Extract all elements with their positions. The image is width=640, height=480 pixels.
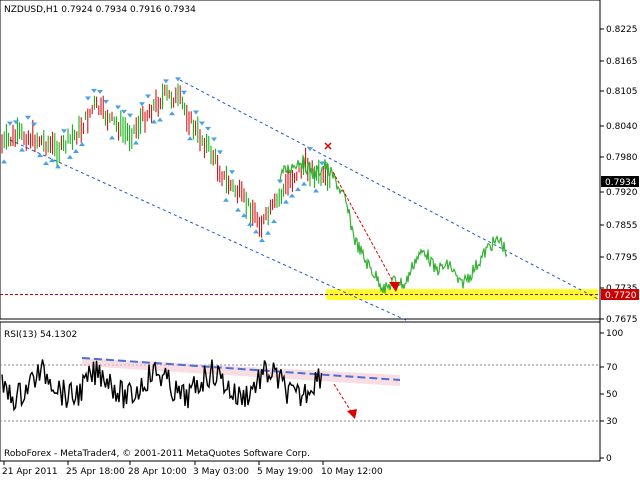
- fractal-icon: [175, 77, 181, 82]
- forecast-arrow: [332, 171, 397, 288]
- time-label: 5 May 19:00: [257, 467, 313, 477]
- rsi-arrow: [333, 383, 353, 414]
- svg-text:0.7934: 0.7934: [605, 178, 637, 188]
- fractal-icon: [157, 117, 163, 122]
- price-tick: 0.8165: [606, 57, 638, 67]
- rsi-arrow-head-icon: [347, 409, 357, 419]
- fractal-icon: [109, 135, 115, 140]
- rsi-tick: 30: [606, 417, 618, 427]
- fractal-icon: [13, 120, 19, 125]
- fractal-icon: [271, 219, 277, 224]
- fractal-icon: [301, 181, 307, 186]
- fractal-icon: [163, 79, 169, 84]
- fractal-icon: [73, 148, 79, 153]
- fractal-icon: [235, 207, 241, 212]
- fractal-icon: [313, 188, 319, 193]
- fractal-icon: [241, 213, 247, 218]
- fractal-icon: [253, 229, 259, 234]
- price-axis: 0.8225 0.8165 0.8105 0.8040 0.7980 0.7920 0.78…: [600, 25, 638, 325]
- fractal-icon: [7, 121, 13, 126]
- forecast-line: [279, 153, 508, 294]
- channel-lower-line: [9, 139, 411, 323]
- rsi-axis: 100 70 50 30 0: [600, 329, 623, 464]
- fractal-icon: [133, 140, 139, 145]
- fractal-icon: [205, 126, 211, 131]
- fractal-icon: [223, 197, 229, 202]
- fractal-icon: [181, 90, 187, 95]
- fractal-markers: [1, 77, 325, 243]
- fractal-icon: [55, 164, 61, 169]
- rsi-tick: 100: [606, 329, 623, 339]
- price-tick: 0.7980: [606, 153, 638, 163]
- fractal-icon: [217, 150, 223, 155]
- copyright: RoboForex - MetaTrader4, © 2001-2011 Met…: [4, 449, 310, 459]
- fractal-icon: [91, 88, 97, 93]
- time-label: 25 Apr 18:00: [66, 467, 125, 477]
- fractal-icon: [229, 170, 235, 175]
- fractal-icon: [289, 193, 295, 198]
- fractal-icon: [283, 199, 289, 204]
- channel-upper-line: [179, 79, 601, 301]
- fractal-icon: [265, 230, 271, 235]
- fractal-icon: [37, 153, 43, 158]
- fractal-icon: [139, 102, 145, 107]
- price-panel[interactable]: [0, 0, 601, 320]
- fractal-icon: [1, 159, 7, 164]
- cross-icon: [324, 142, 332, 150]
- price-tick: 0.7855: [606, 221, 638, 231]
- svg-text:0.7720: 0.7720: [605, 291, 637, 301]
- time-label: 28 Apr 10:00: [128, 467, 187, 477]
- fractal-icon: [61, 129, 67, 134]
- fractal-icon: [295, 187, 301, 192]
- time-label: 21 Apr 2011: [2, 467, 58, 477]
- fractal-icon: [259, 238, 265, 243]
- fractal-icon: [307, 147, 313, 152]
- fractal-icon: [199, 121, 205, 126]
- fractal-icon: [121, 109, 127, 114]
- fractal-icon: [85, 96, 91, 101]
- time-axis: 21 Apr 2011 25 Apr 18:00 28 Apr 10:00 3 May…: [2, 461, 383, 477]
- fractal-icon: [43, 160, 49, 165]
- time-label: 10 May 12:00: [321, 467, 383, 477]
- price-tick: 0.8105: [606, 87, 638, 97]
- rsi-line: [1, 359, 323, 412]
- fractal-icon: [67, 154, 73, 159]
- rsi-title: RSI(13) 54.1302: [4, 330, 77, 340]
- price-tick: 0.7675: [606, 315, 638, 325]
- fractal-icon: [247, 221, 253, 226]
- fractal-icon: [169, 111, 175, 116]
- fractal-icon: [19, 147, 25, 152]
- price-tick: 0.8225: [606, 25, 638, 35]
- price-tick: 0.7920: [606, 188, 638, 198]
- rsi-tick: 50: [606, 390, 618, 400]
- symbol-header: NZDUSD,H1 0.7924 0.7934 0.7916 0.7934: [4, 5, 196, 15]
- rsi-trendline: [81, 357, 401, 381]
- level-price-tag: [601, 289, 639, 300]
- rsi-tick: 0: [606, 454, 612, 464]
- fractal-icon: [151, 119, 157, 124]
- fractal-icon: [187, 136, 193, 141]
- fractal-icon: [277, 179, 283, 184]
- fractal-icon: [127, 113, 133, 118]
- current-price-tag: [601, 176, 639, 187]
- price-tick: 0.7795: [606, 253, 638, 263]
- fractal-icon: [319, 161, 325, 166]
- fractal-icon: [79, 142, 85, 147]
- rsi-tick: 70: [606, 363, 618, 373]
- arrow-head-icon: [389, 282, 400, 292]
- fractal-icon: [145, 94, 151, 99]
- price-tick: 0.8040: [606, 122, 638, 132]
- candlestick-series: [1, 83, 331, 238]
- fractal-icon: [193, 110, 199, 115]
- time-label: 3 May 03:00: [193, 467, 249, 477]
- fractal-icon: [103, 99, 109, 104]
- fractal-icon: [49, 158, 55, 163]
- fractal-icon: [97, 90, 103, 95]
- fractal-icon: [31, 122, 37, 127]
- fractal-icon: [211, 137, 217, 142]
- fractal-icon: [25, 115, 31, 120]
- fractal-icon: [115, 105, 121, 110]
